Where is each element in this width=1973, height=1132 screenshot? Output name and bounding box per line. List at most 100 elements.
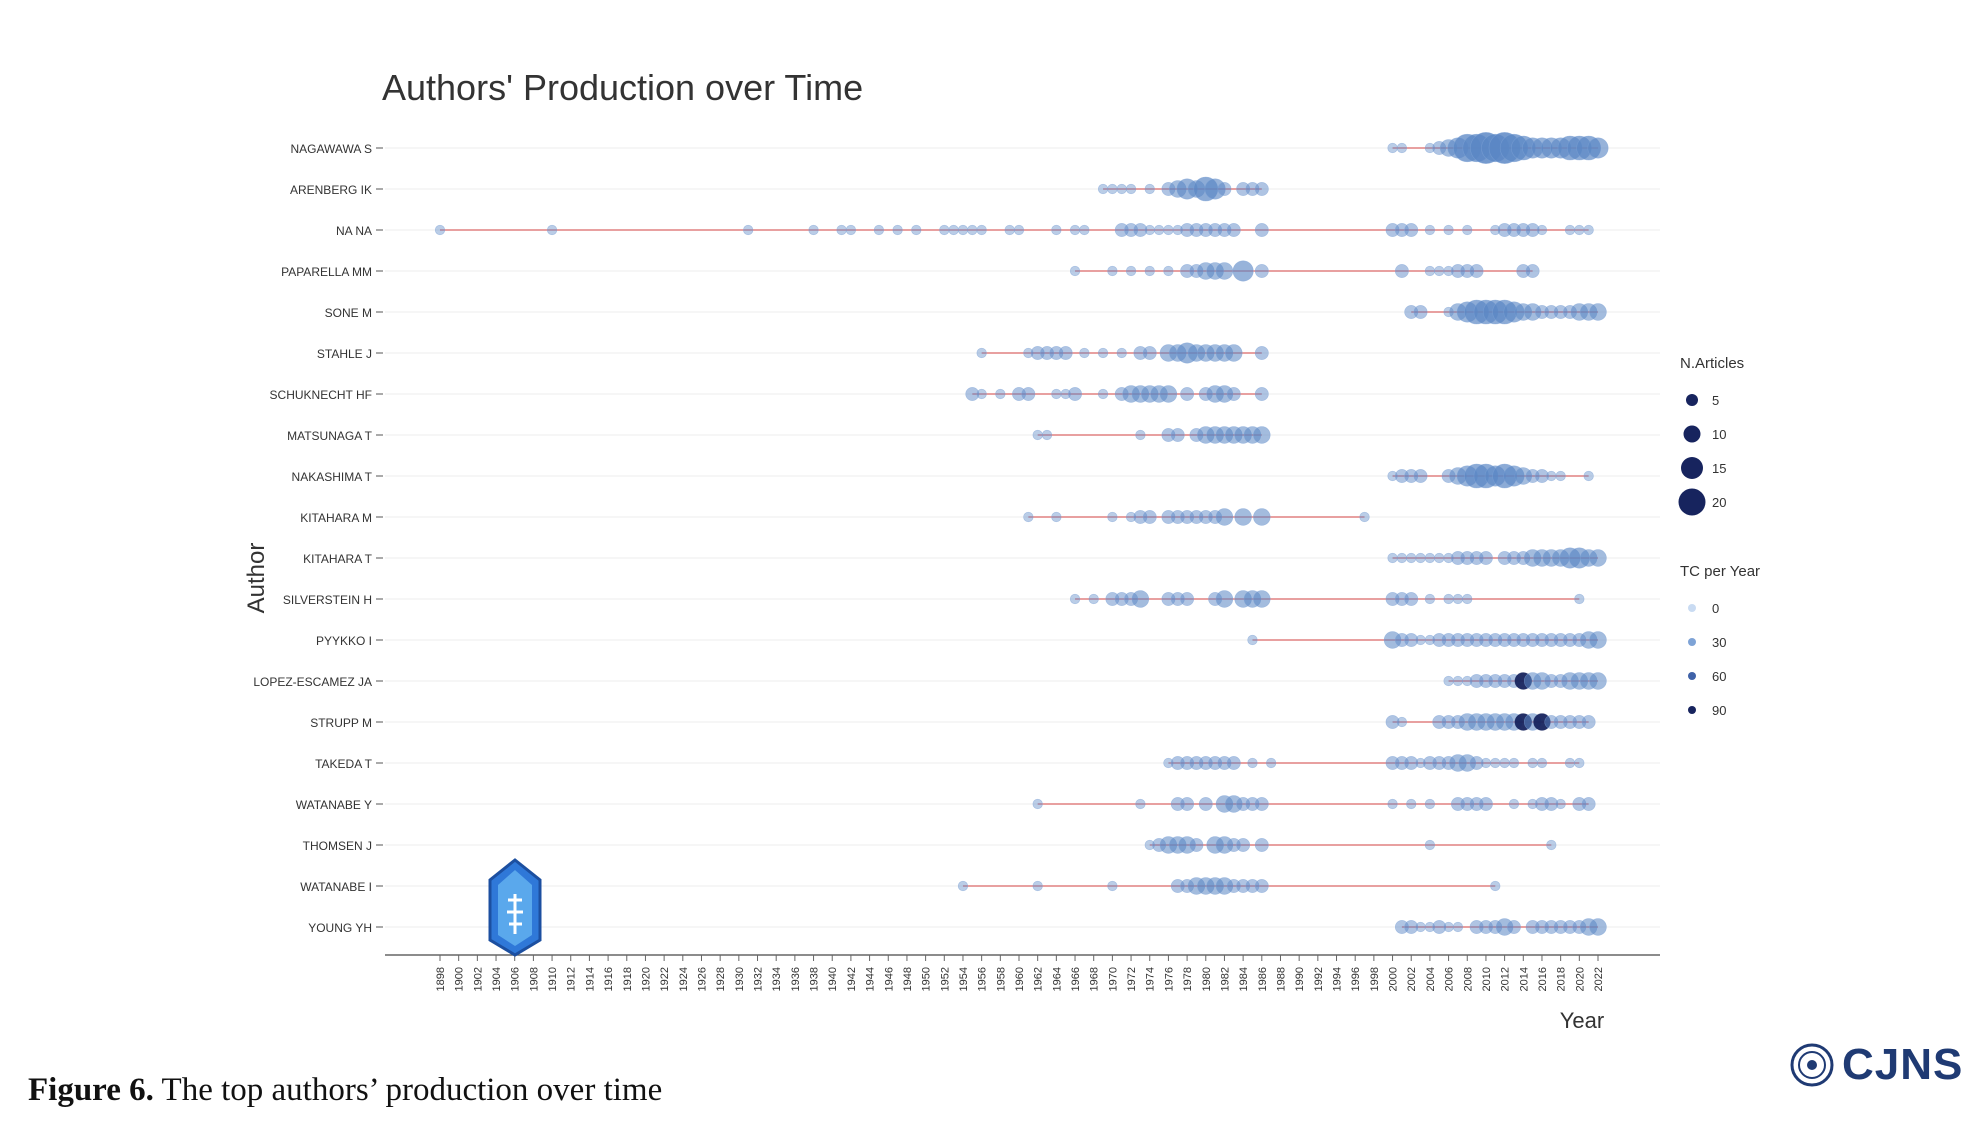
data-point xyxy=(1125,183,1137,195)
x-tick-label: 1992 xyxy=(1313,967,1325,991)
data-point xyxy=(1266,757,1277,769)
data-point xyxy=(1387,470,1398,482)
x-tick-label: 2012 xyxy=(1500,967,1512,991)
data-point xyxy=(957,224,969,236)
data-point xyxy=(976,388,987,400)
data-point xyxy=(873,224,885,236)
data-point xyxy=(1415,757,1426,769)
data-point xyxy=(1088,593,1099,605)
data-point xyxy=(1499,757,1510,769)
x-tick-label: 1908 xyxy=(528,967,540,991)
data-point xyxy=(1396,142,1407,154)
data-point xyxy=(1144,183,1155,195)
y-tick-label: WATANABE I xyxy=(300,880,372,894)
data-point xyxy=(1404,756,1419,770)
x-tick-label: 1898 xyxy=(435,967,447,991)
legend-size-title: N.Articles xyxy=(1680,355,1744,372)
y-tick-label: TAKEDA T xyxy=(315,757,373,771)
x-tick-label: 1990 xyxy=(1294,967,1306,991)
y-tick-label: NAKASHIMA T xyxy=(292,470,373,484)
data-point xyxy=(1589,672,1607,690)
x-tick-label: 2008 xyxy=(1462,967,1474,991)
data-point xyxy=(1125,265,1137,277)
data-point xyxy=(1424,142,1436,154)
data-point xyxy=(1480,757,1492,769)
data-point xyxy=(1097,388,1109,400)
data-point xyxy=(1079,224,1090,236)
data-point xyxy=(1555,798,1566,810)
data-point xyxy=(1032,798,1043,810)
data-point xyxy=(1254,182,1269,196)
logo-mark xyxy=(488,858,542,957)
data-point xyxy=(1404,633,1419,647)
data-point xyxy=(1107,265,1118,277)
data-point xyxy=(1217,182,1232,196)
x-tick-label: 1958 xyxy=(995,967,1007,991)
data-point xyxy=(1142,510,1157,524)
x-tick-label: 1918 xyxy=(622,967,634,991)
data-point xyxy=(1587,137,1609,159)
y-tick-label: YOUNG YH xyxy=(308,921,372,935)
legend-size-label: 5 xyxy=(1712,393,1719,408)
data-point xyxy=(911,224,922,236)
x-tick-label: 1996 xyxy=(1350,967,1362,991)
data-point xyxy=(1198,797,1213,811)
data-point xyxy=(1490,757,1501,769)
data-point xyxy=(1247,634,1258,646)
data-point xyxy=(1479,797,1493,811)
x-tick-label: 1946 xyxy=(883,967,895,991)
data-point xyxy=(1032,880,1043,892)
x-tick-label: 1932 xyxy=(753,967,765,991)
data-point xyxy=(1443,265,1454,277)
x-tick-label: 1900 xyxy=(454,967,466,991)
author-row: PAPARELLA MM xyxy=(281,260,1540,282)
x-tick-label: 2022 xyxy=(1593,967,1605,991)
data-point xyxy=(1144,839,1155,851)
y-tick-label: STAHLE J xyxy=(317,347,372,361)
legend-color-label: 60 xyxy=(1712,669,1726,684)
data-point xyxy=(1189,838,1204,852)
legend-size-label: 10 xyxy=(1712,427,1726,442)
data-point xyxy=(1544,797,1559,811)
data-point xyxy=(1583,224,1594,236)
data-point xyxy=(1023,347,1034,359)
author-row: NA NA xyxy=(336,223,1594,238)
data-point xyxy=(967,224,978,236)
x-tick-label: 2010 xyxy=(1481,967,1493,991)
x-tick-label: 1998 xyxy=(1369,967,1381,991)
data-point xyxy=(1226,387,1241,401)
data-point xyxy=(1180,592,1194,606)
x-tick-label: 2020 xyxy=(1574,967,1586,991)
author-row: WATANABE I xyxy=(300,877,1501,895)
x-tick-label: 2014 xyxy=(1518,967,1530,991)
data-point xyxy=(1051,224,1062,236)
figure-caption: Figure 6. The top authors’ production ov… xyxy=(28,1072,662,1109)
y-tick-label: KITAHARA M xyxy=(300,511,372,525)
data-point xyxy=(1107,880,1118,892)
data-point xyxy=(1525,223,1540,237)
data-point xyxy=(1469,264,1484,278)
data-point xyxy=(1589,303,1607,321)
author-row: PYYKKO I xyxy=(316,631,1607,649)
data-point xyxy=(1387,142,1398,154)
data-point xyxy=(1432,920,1447,934)
data-point xyxy=(1452,921,1464,933)
author-row: THOMSEN J xyxy=(303,836,1557,854)
data-point xyxy=(995,388,1006,400)
legend-color-swatch xyxy=(1688,604,1696,612)
data-point xyxy=(948,224,959,236)
x-tick-label: 1914 xyxy=(584,967,596,991)
chart-title: Authors' Production over Time xyxy=(382,67,863,108)
data-point xyxy=(1589,549,1607,567)
data-point xyxy=(1142,346,1157,360)
author-row: SILVERSTEIN H xyxy=(283,590,1585,608)
author-row: STRUPP M xyxy=(310,713,1596,731)
data-point xyxy=(1068,387,1082,401)
data-point xyxy=(1163,265,1174,277)
x-tick-label: 1912 xyxy=(566,967,578,991)
data-point xyxy=(1225,344,1243,362)
data-point xyxy=(1163,224,1174,236)
x-tick-label: 1974 xyxy=(1145,967,1157,991)
author-row: TAKEDA T xyxy=(315,754,1585,772)
author-row: LOPEZ-ESCAMEZ JA xyxy=(253,672,1607,690)
